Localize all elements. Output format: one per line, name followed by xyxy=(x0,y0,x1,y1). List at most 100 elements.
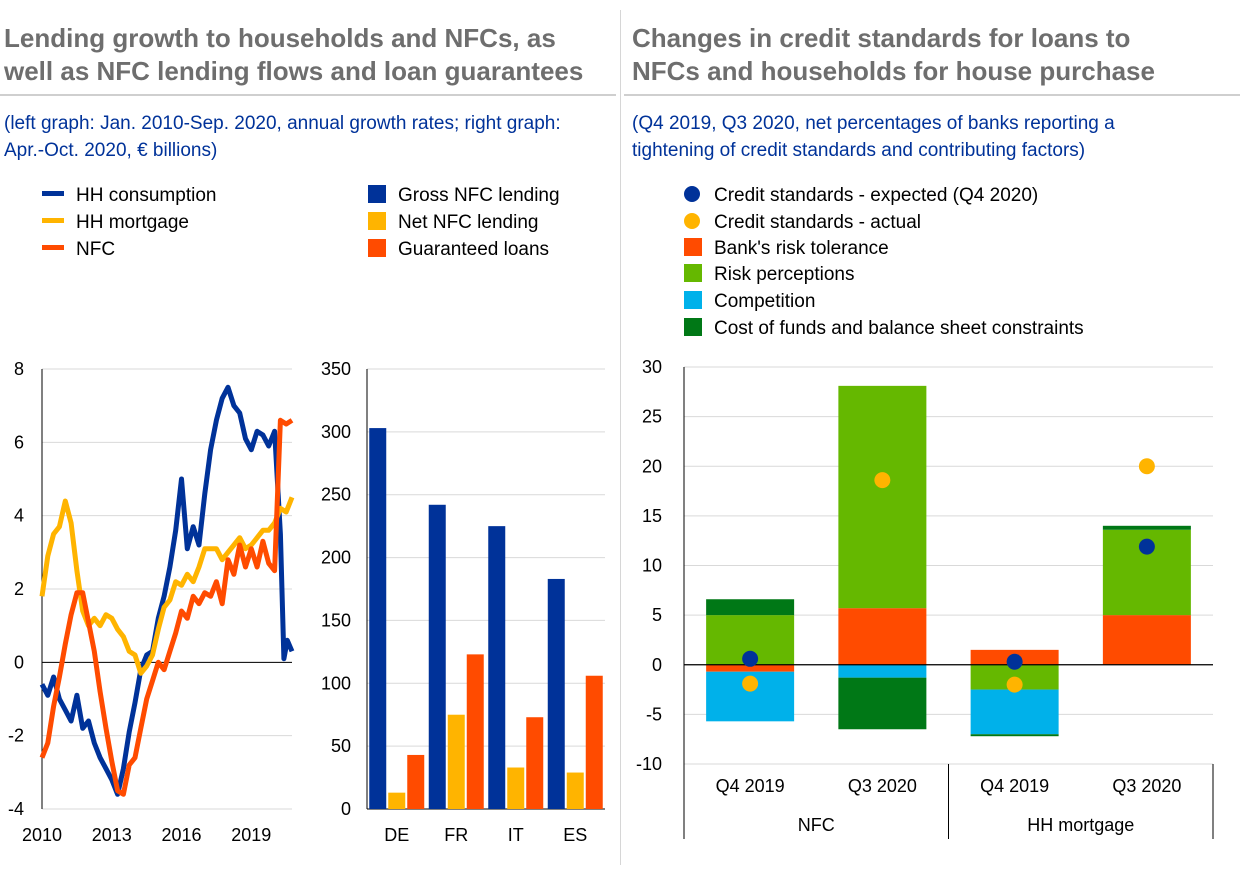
stacked-segment-competition xyxy=(838,664,927,678)
legend-risk-tolerance: Bank's risk tolerance xyxy=(684,237,889,259)
stacked-segment-competition xyxy=(970,689,1059,735)
bar-es-guaranteed-loans xyxy=(585,675,603,809)
y-tick-label: 250 xyxy=(321,485,351,505)
lending-growth-line-chart: -4 -2 0 2 4 6 8 2010 2013 2016 2019 xyxy=(8,359,295,845)
bar-de-gross-nfc-lending xyxy=(369,428,387,809)
right-title-line2: NFCs and households for house purchase xyxy=(632,56,1155,86)
bar-fr-net-nfc-lending xyxy=(447,714,465,809)
legend-label: Cost of funds and balance sheet constrai… xyxy=(714,318,1084,339)
y-tick-label: 5 xyxy=(652,605,662,625)
group-label: HH mortgage xyxy=(1027,815,1134,835)
left-title-line2: well as NFC lending flows and loan guara… xyxy=(4,56,584,86)
legend-label: Guaranteed loans xyxy=(398,239,550,260)
left-title-divider xyxy=(0,94,616,96)
x-tick-label: ES xyxy=(563,825,587,845)
legend-square-swatch xyxy=(684,290,702,309)
legend-cost-of-funds: Cost of funds and balance sheet constrai… xyxy=(684,317,1084,339)
marker-credit-standards-actual xyxy=(1138,458,1155,475)
legend-label: HH consumption xyxy=(76,185,217,206)
left-subtitle-line1: (left graph: Jan. 2010-Sep. 2020, annual… xyxy=(4,113,561,134)
legend-square-swatch xyxy=(368,238,386,257)
y-tick-label: 350 xyxy=(321,359,351,379)
x-tick-label: Q4 2019 xyxy=(716,776,785,796)
right-subtitle-line1: (Q4 2019, Q3 2020, net percentages of ba… xyxy=(632,113,1115,134)
stacked-segment-cost-of-funds-and-balance-sheet-constraints xyxy=(838,677,927,730)
series-line-nfc xyxy=(39,417,294,797)
stacked-segment-bank-s-risk-tolerance xyxy=(838,608,927,665)
marker-credit-standards-actual xyxy=(742,675,759,692)
legend-dot-swatch xyxy=(684,212,700,229)
stacked-segment-bank-s-risk-tolerance xyxy=(706,664,795,672)
right-title-line1: Changes in credit standards for loans to xyxy=(632,23,1131,53)
legend-square-swatch xyxy=(368,184,386,203)
y-tick-label: 30 xyxy=(642,357,662,377)
legend-risk-perceptions: Risk perceptions xyxy=(684,263,855,285)
legend-gross-nfc-lending: Gross NFC lending xyxy=(368,184,560,206)
legend-credit-expected: Credit standards - expected (Q4 2020) xyxy=(684,185,1039,206)
y-tick-label: 0 xyxy=(652,655,662,675)
bar-de-net-nfc-lending xyxy=(388,792,406,809)
legend-competition: Competition xyxy=(684,290,816,312)
y-tick-label: -10 xyxy=(636,754,662,774)
bar-es-gross-nfc-lending xyxy=(547,578,565,809)
marker-credit-standards-expected xyxy=(1006,653,1023,670)
legend-label: HH mortgage xyxy=(76,212,189,233)
legend-label: Credit standards - expected (Q4 2020) xyxy=(714,185,1039,206)
x-tick-label: 2013 xyxy=(92,825,132,845)
bar-it-guaranteed-loans xyxy=(526,717,544,809)
bar-es-net-nfc-lending xyxy=(566,772,584,809)
legend-square-swatch xyxy=(684,263,702,282)
legend-label: NFC xyxy=(76,239,116,260)
legend-label: Gross NFC lending xyxy=(398,185,560,206)
x-tick-label: Q4 2019 xyxy=(980,776,1049,796)
x-tick-label: FR xyxy=(444,825,468,845)
nfc-lending-bar-chart: 0 50 100 150 200 250 300 350 DE FR IT ES xyxy=(321,359,605,845)
stacked-segment-cost-of-funds-and-balance-sheet-constraints xyxy=(970,734,1059,737)
bar-fr-gross-nfc-lending xyxy=(428,504,446,809)
x-tick-label: IT xyxy=(508,825,524,845)
y-tick-label: -5 xyxy=(646,704,662,724)
legend-square-swatch xyxy=(684,237,702,256)
legend-label: Bank's risk tolerance xyxy=(714,238,889,259)
bar-it-net-nfc-lending xyxy=(507,767,525,809)
marker-credit-standards-actual xyxy=(874,472,891,489)
series-line-hh-mortgage xyxy=(39,496,295,676)
stacked-segment-cost-of-funds-and-balance-sheet-constraints xyxy=(706,599,795,616)
x-tick-label: Q3 2020 xyxy=(1112,776,1181,796)
y-tick-label: 10 xyxy=(642,556,662,576)
stacked-segment-cost-of-funds-and-balance-sheet-constraints xyxy=(1102,525,1191,530)
y-tick-label: -4 xyxy=(8,799,24,819)
y-tick-label: 50 xyxy=(331,736,351,756)
legend-hh-mortgage: HH mortgage xyxy=(42,213,189,232)
x-tick-label: DE xyxy=(384,825,409,845)
legend-square-swatch xyxy=(684,317,702,336)
y-tick-label: 200 xyxy=(321,548,351,568)
bar-it-gross-nfc-lending xyxy=(488,526,506,809)
y-tick-label: 100 xyxy=(321,673,351,693)
left-panel-subtitle: (left graph: Jan. 2010-Sep. 2020, annual… xyxy=(4,110,616,164)
right-panel-subtitle: (Q4 2019, Q3 2020, net percentages of ba… xyxy=(632,110,1232,164)
group-label: NFC xyxy=(798,815,835,835)
bar-de-guaranteed-loans xyxy=(407,754,425,809)
x-tick-label: Q3 2020 xyxy=(848,776,917,796)
legend-dot-swatch xyxy=(684,185,700,202)
y-tick-label: 4 xyxy=(14,506,24,526)
legend-line-swatch xyxy=(42,218,64,224)
y-tick-label: 15 xyxy=(642,506,662,526)
y-tick-label: 300 xyxy=(321,422,351,442)
legend-hh-consumption: HH consumption xyxy=(42,186,216,205)
y-tick-label: 2 xyxy=(14,579,24,599)
x-tick-label: 2019 xyxy=(231,825,271,845)
legend-label: Competition xyxy=(714,291,816,312)
legend-label: Risk perceptions xyxy=(714,264,855,285)
marker-credit-standards-actual xyxy=(1006,676,1023,693)
legend-guaranteed-loans: Guaranteed loans xyxy=(368,238,550,260)
right-subtitle-line2: tightening of credit standards and contr… xyxy=(632,140,1086,161)
y-tick-label: 8 xyxy=(14,359,24,379)
marker-credit-standards-expected xyxy=(1138,538,1155,555)
right-title-divider xyxy=(624,94,1240,96)
stacked-segment-bank-s-risk-tolerance xyxy=(1102,615,1191,665)
legend-label: Net NFC lending xyxy=(398,212,539,233)
y-tick-label: 6 xyxy=(14,432,24,452)
x-tick-label: 2010 xyxy=(22,825,62,845)
